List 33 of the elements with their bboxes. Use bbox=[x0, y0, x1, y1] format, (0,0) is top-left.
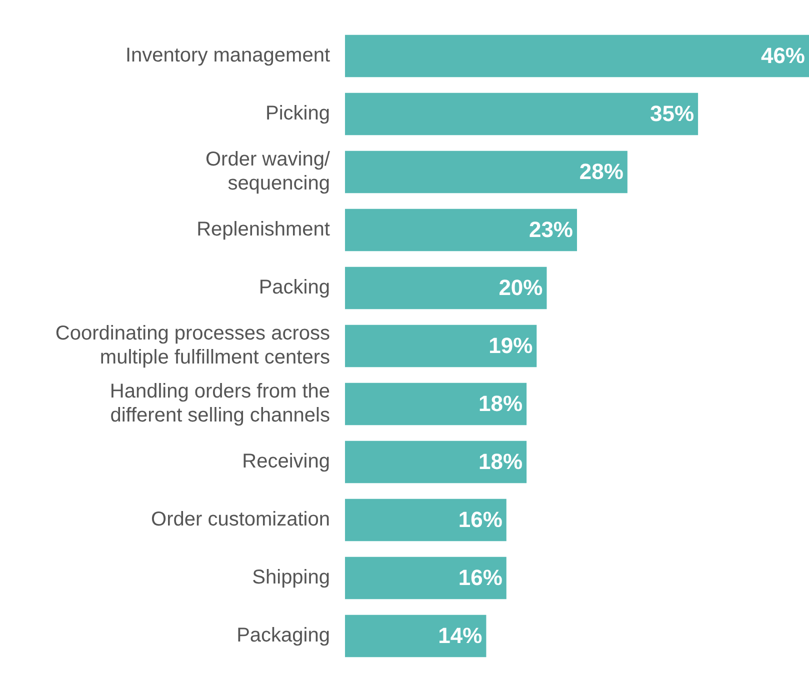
bar bbox=[345, 440, 527, 484]
y-tick-label: Packing bbox=[258, 276, 330, 299]
y-tick-label: Handling orders from the different selling channels bbox=[110, 380, 330, 427]
data-label: 16% bbox=[458, 507, 502, 532]
data-label: 19% bbox=[488, 333, 533, 358]
data-label: 35% bbox=[650, 101, 694, 126]
bar bbox=[345, 498, 506, 542]
bar bbox=[345, 382, 527, 426]
bar bbox=[345, 150, 628, 194]
bar bbox=[345, 34, 809, 78]
data-label: 46% bbox=[760, 43, 805, 68]
bar bbox=[345, 614, 486, 658]
data-label: 16% bbox=[458, 565, 502, 590]
data-label: 18% bbox=[478, 449, 523, 474]
y-tick-label: Order customization bbox=[151, 508, 330, 531]
y-tick-label: Packaging bbox=[236, 624, 330, 647]
y-tick-label: Coordinating processes across multiple fulfillment centers bbox=[55, 322, 330, 369]
data-label: 28% bbox=[579, 159, 624, 184]
bar bbox=[345, 266, 547, 310]
y-tick-label: Shipping bbox=[252, 566, 330, 589]
bar bbox=[345, 324, 537, 368]
y-tick-label: Order waving/ sequencing bbox=[206, 148, 330, 195]
bar bbox=[345, 92, 698, 136]
bar bbox=[345, 208, 577, 252]
bar bbox=[345, 556, 506, 600]
y-tick-label: Picking bbox=[266, 102, 330, 125]
data-label: 23% bbox=[528, 217, 573, 242]
y-tick-label: Receiving bbox=[242, 450, 330, 473]
y-tick-label: Replenishment bbox=[196, 218, 330, 241]
data-label: 18% bbox=[478, 391, 523, 416]
data-label: 20% bbox=[498, 275, 543, 300]
data-label: 14% bbox=[438, 623, 482, 648]
y-tick-label: Inventory management bbox=[125, 44, 330, 67]
